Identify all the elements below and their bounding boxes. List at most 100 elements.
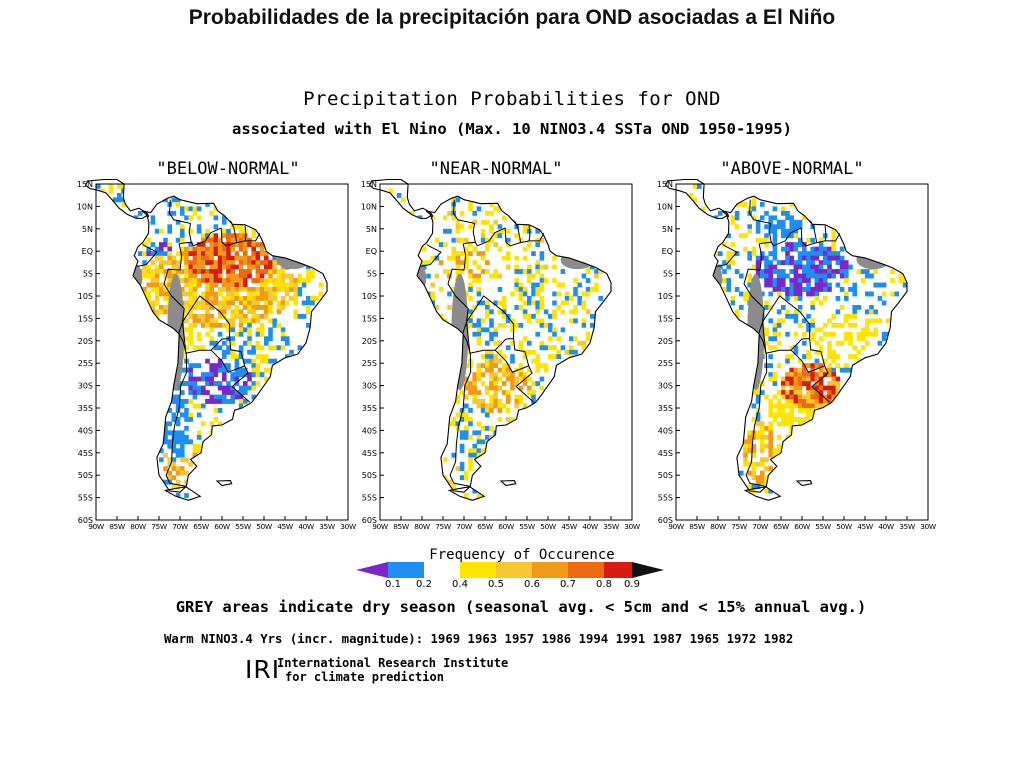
lon-tick-label: 75W [731, 522, 748, 531]
panel-title-below-normal: "BELOW-NORMAL" [156, 159, 300, 179]
figure-subtitle: associated with El Nino (Max. 10 NINO3.4… [232, 120, 792, 138]
lat-tick-label: 50S [658, 471, 673, 480]
lon-tick-label: 55W [235, 522, 252, 531]
map-svg: 15N 10N 5N EQ 5S 10S 15S 20S 25S 30S 35S 40S 45S 50S 5… [361, 178, 641, 531]
map-above-normal: 15N 10N 5N EQ 5S 10S 15S 20S 25S 30S 35S 40S 45S 50S 5… [657, 178, 937, 531]
probability-grid [96, 184, 324, 498]
legend-tick: 0.9 [624, 579, 640, 590]
legend-swatch-7 [604, 562, 632, 578]
lon-tick-label: 50W [836, 522, 853, 531]
map-below-normal: 15N 10N 5N EQ 5S 10S 15S 20S 25S 30S 35S 40S 45S 50S 5… [77, 178, 357, 531]
institute-name-line2: for climate prediction [285, 670, 444, 684]
lon-tick-label: 45W [561, 522, 578, 531]
lon-tick-label: 55W [519, 522, 536, 531]
lon-tick-label: 70W [456, 522, 473, 531]
lat-tick-label: 35S [362, 404, 377, 413]
lon-tick-label: 75W [435, 522, 452, 531]
lat-tick-label: 50S [78, 471, 93, 480]
lon-tick-label: 30W [340, 522, 357, 531]
lon-tick-label: 60W [794, 522, 811, 531]
lat-tick-label: 20S [658, 337, 673, 346]
lon-tick-label: 65W [193, 522, 210, 531]
map-near-normal: 15N 10N 5N EQ 5S 10S 15S 20S 25S 30S 35S 40S 45S 50S 5… [361, 178, 641, 531]
lon-tick-label: 70W [172, 522, 189, 531]
lat-tick-label: 50S [362, 471, 377, 480]
map-svg: 15N 10N 5N EQ 5S 10S 15S 20S 25S 30S 35S 40S 45S 50S 5… [77, 178, 357, 531]
lon-tick-label: 60W [214, 522, 231, 531]
lon-tick-label: 35W [899, 522, 916, 531]
probability-grid [688, 184, 907, 494]
lat-tick-label: 15S [78, 314, 93, 323]
lat-tick-label: 15N [361, 180, 377, 189]
legend-tick: 0.5 [488, 579, 504, 590]
legend-swatch-1 [388, 562, 424, 578]
lat-tick-label: 60S [658, 516, 673, 525]
lon-tick-label: 75W [151, 522, 168, 531]
lat-tick-label: 5S [83, 270, 93, 279]
lat-tick-label: 55S [658, 494, 673, 503]
legend-swatch-6 [568, 562, 604, 578]
legend-ticks: 0.1 0.2 0.4 0.5 0.6 0.7 0.8 0.9 [356, 579, 666, 593]
lat-tick-label: EQ [366, 247, 377, 256]
lat-tick-label: EQ [662, 247, 673, 256]
lat-tick-label: 40S [362, 426, 377, 435]
legend-tick: 0.8 [596, 579, 612, 590]
lon-tick-label: 40W [298, 522, 315, 531]
lat-tick-label: 55S [362, 494, 377, 503]
lon-tick-label: 40W [582, 522, 599, 531]
lon-tick-label: 40W [878, 522, 895, 531]
lon-tick-label: 80W [130, 522, 147, 531]
lat-tick-label: 20S [362, 337, 377, 346]
lon-tick-label: 85W [689, 522, 706, 531]
map-svg: 15N 10N 5N EQ 5S 10S 15S 20S 25S 30S 35S 40S 45S 50S 5… [657, 178, 937, 531]
lat-tick-label: 5N [82, 225, 93, 234]
legend-swatch-5 [532, 562, 568, 578]
legend-title: Frequency of Occurence [429, 547, 615, 563]
lat-tick-label: 45S [78, 449, 93, 458]
lon-tick-label: 65W [477, 522, 494, 531]
lon-tick-label: 30W [920, 522, 937, 531]
institute-name: International Research Institute for cli… [277, 656, 508, 684]
lat-tick-label: 25S [658, 359, 673, 368]
legend-swatch-3 [460, 562, 496, 578]
lat-tick-label: 15S [658, 314, 673, 323]
lat-tick-label: 15N [657, 180, 673, 189]
lon-tick-label: 55W [815, 522, 832, 531]
lat-tick-label: 45S [658, 449, 673, 458]
lat-tick-label: 30S [658, 382, 673, 391]
lat-tick-label: 40S [658, 426, 673, 435]
lat-tick-label: 35S [658, 404, 673, 413]
legend-swatch-8 [632, 562, 664, 578]
lat-tick-label: 40S [78, 426, 93, 435]
figure-title: Precipitation Probabilities for OND [303, 88, 721, 110]
lon-tick-label: 35W [319, 522, 336, 531]
lon-tick-label: 50W [540, 522, 557, 531]
legend-swatch-4 [496, 562, 532, 578]
lat-tick-label: 5N [366, 225, 377, 234]
color-legend-bar [356, 562, 664, 578]
lon-tick-label: 70W [752, 522, 769, 531]
lon-tick-label: 85W [109, 522, 126, 531]
lon-tick-label: 90W [88, 522, 105, 531]
lat-tick-label: 10N [361, 202, 377, 211]
lat-tick-label: 30S [78, 382, 93, 391]
panel-title-above-normal: "ABOVE-NORMAL" [720, 159, 864, 179]
lat-tick-label: 10S [362, 292, 377, 301]
lon-tick-label: 90W [668, 522, 685, 531]
lat-tick-label: 30S [362, 382, 377, 391]
iri-logo: IRI [245, 655, 281, 684]
lon-tick-label: 90W [372, 522, 389, 531]
lat-tick-label: 25S [362, 359, 377, 368]
lat-tick-label: 5N [662, 225, 673, 234]
lat-tick-label: 10N [657, 202, 673, 211]
lat-tick-label: 35S [78, 404, 93, 413]
lon-tick-label: 30W [624, 522, 641, 531]
lat-tick-label: 10S [78, 292, 93, 301]
legend-tick: 0.6 [524, 579, 540, 590]
legend-tick: 0.4 [452, 579, 468, 590]
lat-tick-label: 25S [78, 359, 93, 368]
lat-tick-label: 5S [663, 270, 673, 279]
lon-tick-label: 65W [773, 522, 790, 531]
lon-tick-label: 50W [256, 522, 273, 531]
lon-tick-label: 85W [393, 522, 410, 531]
